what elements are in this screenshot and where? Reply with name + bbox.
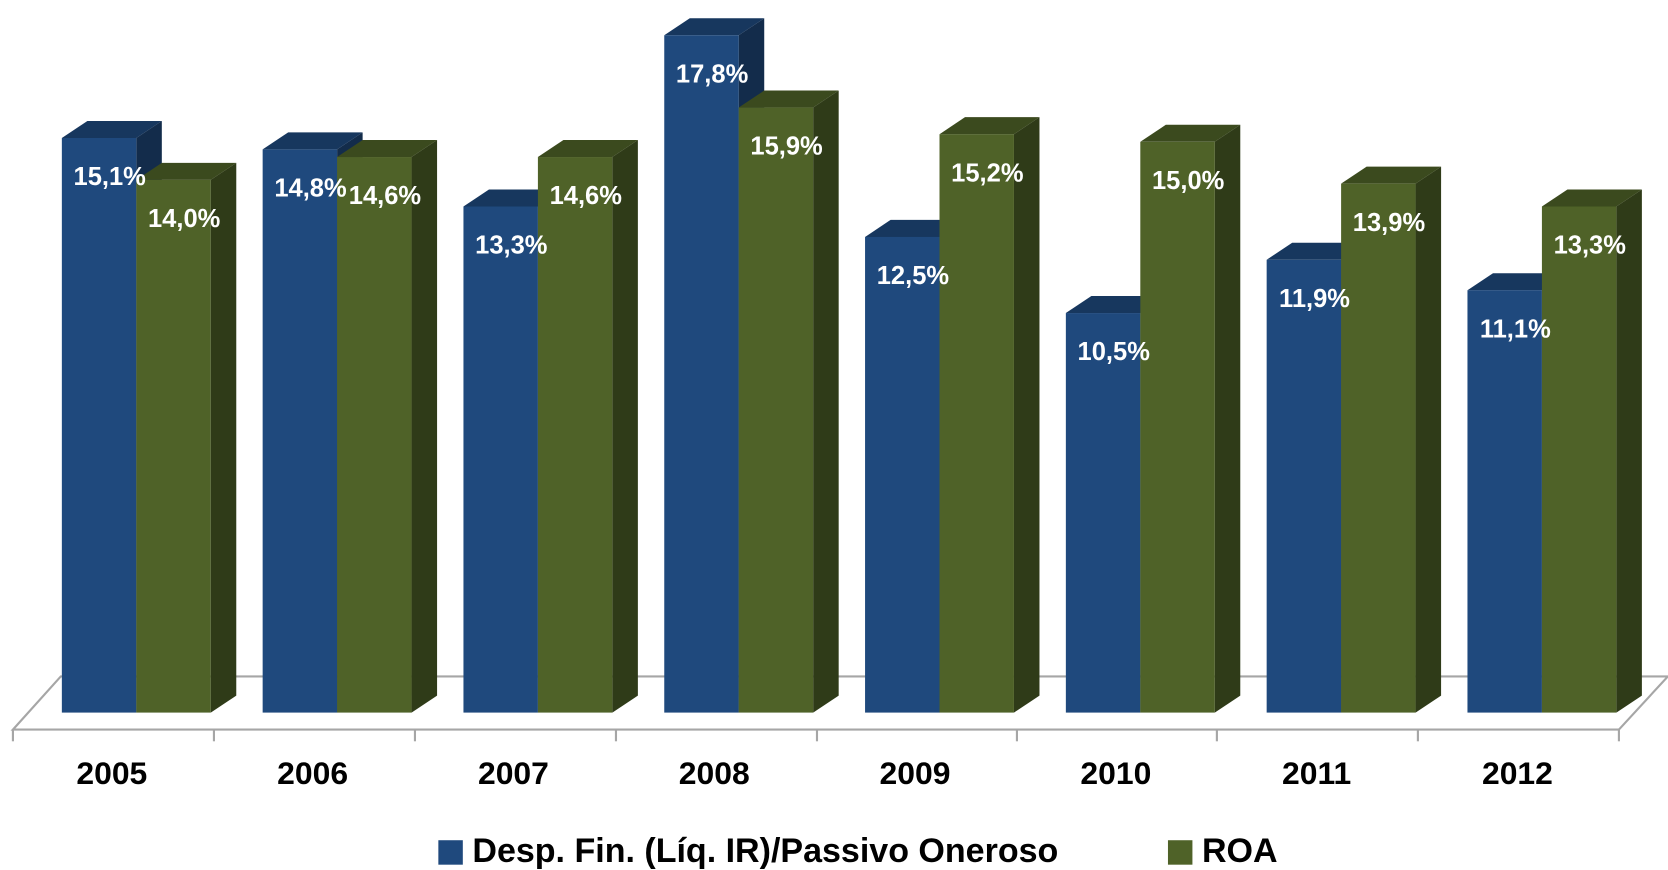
bar-top (537, 140, 638, 158)
bar (939, 134, 1014, 713)
bar (1341, 183, 1416, 713)
bar-top (136, 162, 237, 180)
legend-swatch (438, 840, 463, 865)
bar (1266, 259, 1342, 713)
legend-label: Desp. Fin. (Líq. IR)/Passivo Oneroso (472, 832, 1058, 870)
x-tick-label: 2009 (880, 755, 951, 791)
bar-side (1214, 124, 1241, 713)
legend-label: ROA (1202, 832, 1278, 870)
bar (664, 35, 739, 713)
x-tick-label: 2012 (1482, 755, 1553, 791)
value-label: 15,9% (750, 133, 823, 161)
x-tick-label: 2006 (277, 755, 348, 791)
bar (463, 206, 538, 713)
value-label: 13,3% (475, 232, 548, 260)
bar (865, 236, 940, 713)
bar (1467, 290, 1542, 713)
bar-side (612, 140, 638, 713)
bar (738, 107, 814, 713)
bar-top (1541, 189, 1642, 207)
bar-top (1341, 166, 1442, 184)
value-label: 11,9% (1279, 285, 1350, 313)
x-tick-label: 2010 (1080, 755, 1151, 791)
x-tick-label: 2008 (679, 755, 750, 791)
value-label: 15,0% (1152, 167, 1225, 195)
bar (1065, 313, 1141, 713)
bar (537, 157, 613, 713)
value-label: 14,8% (274, 175, 347, 203)
value-label: 13,3% (1554, 232, 1627, 260)
bar-top (939, 117, 1040, 135)
bar-top (1140, 124, 1241, 142)
value-label: 15,2% (951, 159, 1024, 187)
bar-side (1415, 166, 1442, 713)
value-label: 12,5% (877, 262, 950, 290)
bar-top (738, 90, 839, 108)
x-tick-label: 2005 (76, 755, 147, 791)
bar (1541, 206, 1617, 713)
value-label: 14,0% (148, 205, 221, 233)
value-label: 17,8% (676, 60, 749, 88)
value-label: 14,6% (550, 182, 623, 210)
bar-side (1616, 189, 1642, 713)
bar-side (1013, 117, 1040, 713)
bar (337, 157, 412, 713)
bar-top (664, 18, 765, 36)
legend-swatch (1167, 840, 1193, 865)
x-tick-label: 2007 (478, 755, 549, 791)
bar-side (210, 162, 237, 713)
bar (1140, 141, 1215, 713)
value-label: 15,1% (74, 163, 147, 191)
bar-top (337, 140, 438, 158)
x-tick-label: 2011 (1282, 755, 1351, 791)
value-label: 10,5% (1078, 338, 1151, 366)
bar (61, 138, 137, 713)
value-label: 14,6% (349, 182, 422, 210)
value-label: 13,9% (1353, 209, 1426, 237)
bar-top (61, 120, 162, 139)
bar (136, 179, 211, 713)
bar (262, 149, 338, 713)
bar-top (262, 132, 363, 150)
bar-side (411, 140, 438, 713)
value-label: 11,1% (1480, 315, 1551, 343)
bar-side (813, 90, 839, 713)
